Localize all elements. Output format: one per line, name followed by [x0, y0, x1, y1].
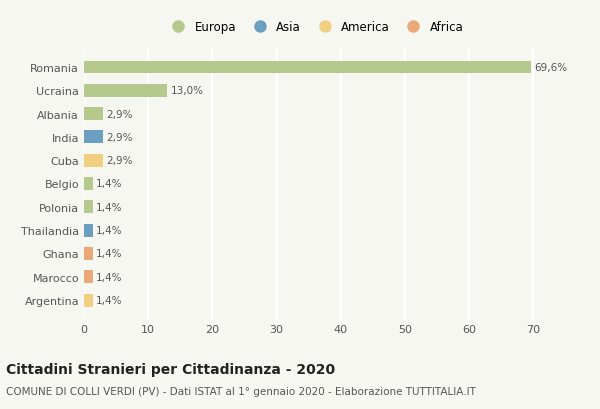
Bar [84, 201, 93, 214]
Text: 1,4%: 1,4% [96, 179, 122, 189]
Bar [84, 271, 93, 283]
Text: Cittadini Stranieri per Cittadinanza - 2020: Cittadini Stranieri per Cittadinanza - 2… [6, 362, 335, 376]
Text: 2,9%: 2,9% [106, 133, 133, 142]
Bar [84, 294, 93, 307]
Text: 1,4%: 1,4% [96, 249, 122, 259]
Bar [84, 131, 103, 144]
Text: 13,0%: 13,0% [170, 86, 203, 96]
Legend: Europa, Asia, America, Africa: Europa, Asia, America, Africa [163, 17, 467, 37]
Bar [84, 154, 103, 167]
Text: 69,6%: 69,6% [534, 63, 567, 73]
Text: 2,9%: 2,9% [106, 156, 133, 166]
Text: 1,4%: 1,4% [96, 226, 122, 236]
Bar [84, 178, 93, 191]
Bar [84, 85, 167, 97]
Text: 1,4%: 1,4% [96, 272, 122, 282]
Text: 1,4%: 1,4% [96, 295, 122, 306]
Bar [84, 224, 93, 237]
Text: COMUNE DI COLLI VERDI (PV) - Dati ISTAT al 1° gennaio 2020 - Elaborazione TUTTIT: COMUNE DI COLLI VERDI (PV) - Dati ISTAT … [6, 387, 476, 396]
Text: 2,9%: 2,9% [106, 109, 133, 119]
Text: 1,4%: 1,4% [96, 202, 122, 212]
Bar [84, 108, 103, 121]
Bar [84, 247, 93, 260]
Bar [84, 61, 530, 74]
